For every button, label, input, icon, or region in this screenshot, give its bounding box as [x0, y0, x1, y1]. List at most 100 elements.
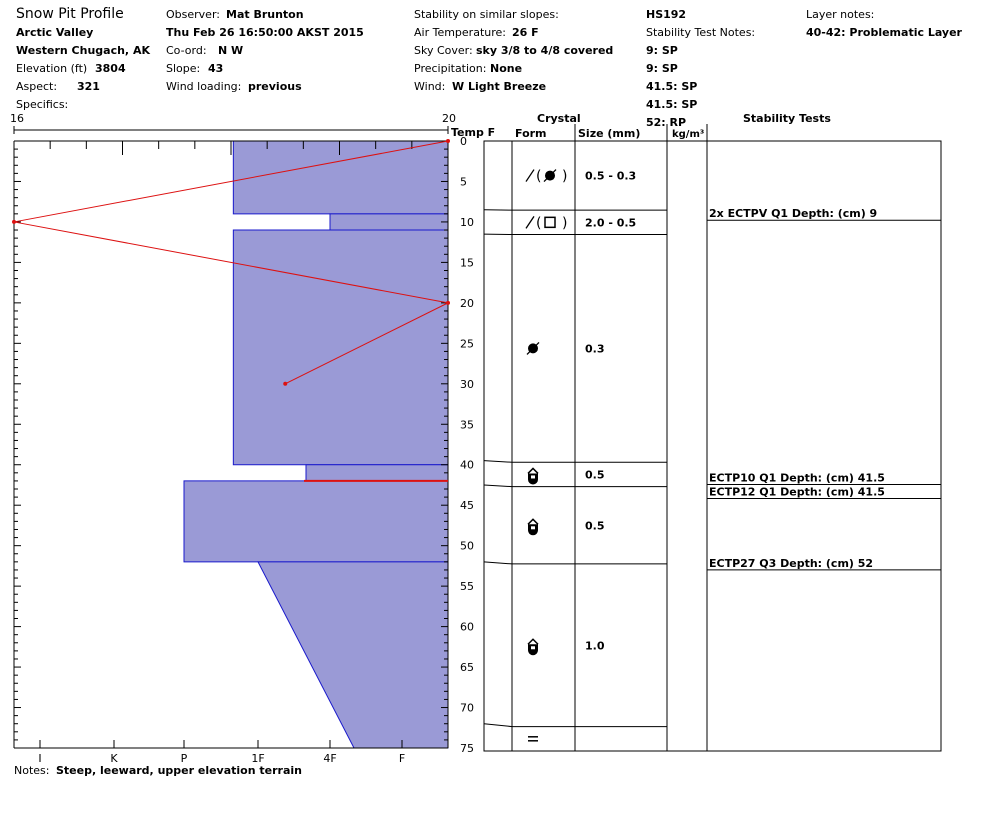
depth-tick-label: 10 [460, 216, 474, 229]
temperature-point [283, 381, 288, 386]
stability-test-result: ECTP12 Q1 Depth: (cm) 41.5 [709, 486, 885, 499]
sky-label: Sky Cover: [414, 44, 473, 57]
elevation-value: 3804 [95, 62, 126, 75]
crystal-size: 0.5 [585, 468, 605, 481]
depth-tick-label: 35 [460, 418, 474, 431]
temperature-point [446, 300, 450, 305]
paren-icon: ( [536, 215, 541, 231]
depth-hoar-icon [528, 524, 538, 536]
stability-note: 9: SP [646, 44, 678, 57]
depth-hoar-icon [531, 526, 535, 530]
size-header: Size (mm) [578, 127, 640, 140]
crystal-size: 0.5 - 0.3 [585, 170, 636, 183]
aspect-value: 321 [77, 80, 100, 93]
stability-test-result: 2x ECTPV Q1 Depth: (cm) 9 [709, 207, 877, 220]
specifics-label: Specifics: [16, 98, 69, 111]
air-temp-value: 26 F [512, 26, 539, 39]
notes-value: Steep, leeward, upper elevation terrain [56, 764, 302, 777]
depth-tick-label: 55 [460, 580, 474, 593]
wind-value: W Light Breeze [452, 80, 547, 93]
paren-icon: ( [536, 169, 541, 185]
depth-hoar-icon [527, 638, 539, 645]
stability-test-result: ECTP27 Q3 Depth: (cm) 52 [709, 557, 873, 570]
hardness-tick-label: F [399, 752, 405, 765]
depth-tick-label: 25 [460, 337, 474, 350]
layer-boundary [483, 460, 667, 463]
hardness-tick-label: K [110, 752, 118, 765]
depth-hoar-icon [527, 467, 539, 474]
stability-note: 52: RP [646, 116, 687, 129]
observer-label: Observer: [166, 8, 220, 21]
temp-axis-min-label: 16 [10, 112, 24, 125]
paren-icon: ) [562, 169, 567, 185]
hardness-tick-label: P [181, 752, 188, 765]
faceted-icon [544, 216, 556, 229]
hardness-layer [183, 480, 449, 563]
wind-label: Wind: [414, 80, 446, 93]
precip-slash-icon [525, 215, 535, 229]
depth-tick-label: 5 [460, 175, 467, 188]
temperature-point [12, 219, 16, 224]
hardness-layer [232, 140, 449, 215]
page-title: Snow Pit Profile [16, 6, 124, 22]
temp-axis-label: Temp F [451, 126, 495, 139]
sky-value: sky 3/8 to 4/8 covered [476, 44, 614, 57]
stability-notes-label: Stability Test Notes: [646, 26, 756, 39]
hardness-layer [232, 229, 449, 466]
rounded-grain-icon [543, 169, 557, 183]
depth-hoar-icon [528, 644, 538, 656]
slope-value: 43 [208, 62, 224, 75]
stability-similar-label: Stability on similar slopes: [414, 8, 559, 21]
depth-tick-label: 40 [460, 459, 474, 472]
precip-slash-icon [525, 169, 535, 182]
region: Western Chugach, AK [16, 44, 150, 57]
density-header: kg/m³ [672, 129, 704, 140]
coord-value: N W [218, 44, 244, 57]
stability-note: 41.5: SP [646, 80, 698, 93]
datetime: Thu Feb 26 16:50:00 AKST 2015 [166, 26, 364, 39]
depth-hoar-icon [531, 475, 535, 479]
crystal-size: 1.0 [585, 639, 605, 652]
elevation-label: Elevation (ft) [16, 62, 88, 75]
depth-tick-label: 70 [460, 702, 474, 715]
depth-tick-label: 60 [460, 621, 474, 634]
layer-boundary [483, 723, 667, 728]
wind-loading-label: Wind loading: [166, 80, 242, 93]
hs-value: HS192 [646, 8, 687, 21]
precip-value: None [490, 62, 523, 75]
hardness-layer [329, 213, 449, 231]
temperature-segment [285, 302, 449, 385]
stability-test-result: ECTP10 Q1 Depth: (cm) 41.5 [709, 472, 885, 485]
observer-value: Mat Brunton [226, 8, 304, 21]
notes-label: Notes: [14, 764, 50, 777]
temperature-point [446, 139, 450, 143]
air-temp-label: Air Temperature: [414, 26, 506, 39]
depth-tick-label: 65 [460, 661, 474, 674]
stability-note: 41.5: SP [646, 98, 698, 111]
aspect-label: Aspect: [16, 80, 58, 93]
temperature-segment [13, 221, 449, 304]
table-frame [483, 140, 942, 752]
depth-tick-label: 50 [460, 540, 474, 553]
hardness-tick-label: I [38, 752, 41, 765]
hardness-layer [257, 561, 449, 749]
slope-label: Slope: [166, 62, 201, 75]
crystal-size: 0.5 [585, 519, 605, 532]
layer-boundary [483, 484, 667, 488]
depth-tick-label: 20 [460, 297, 474, 310]
depth-tick-label: 15 [460, 256, 474, 269]
hardness-tick-label: 1F [251, 752, 264, 765]
hardness-tick-label: 4F [323, 752, 336, 765]
coord-label: Co-ord: [166, 44, 207, 57]
depth-tick-label: 30 [460, 378, 474, 391]
wind-loading-value: previous [248, 80, 302, 93]
hardness-layer [305, 464, 449, 482]
crystal-header: Crystal [537, 112, 581, 125]
depth-hoar-icon [531, 646, 535, 650]
layer-notes-value: 40-42: Problematic Layer [806, 26, 962, 39]
depth-tick-label: 0 [460, 135, 467, 148]
paren-icon: ) [562, 215, 567, 231]
location: Arctic Valley [16, 26, 94, 39]
temperature-segment [13, 140, 449, 223]
